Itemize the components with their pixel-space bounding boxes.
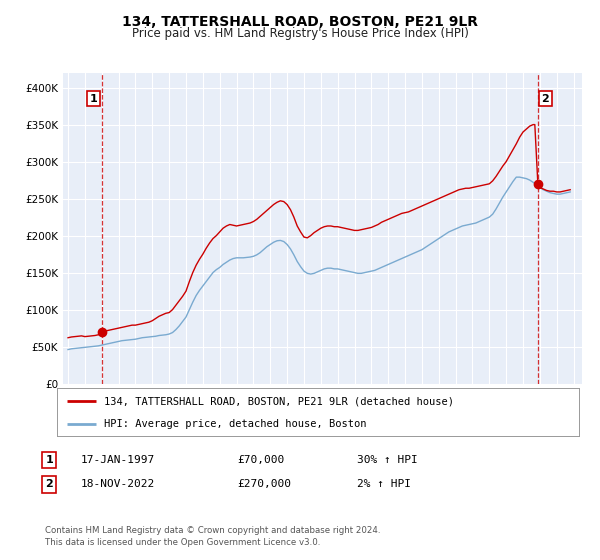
Text: Contains HM Land Registry data © Crown copyright and database right 2024.: Contains HM Land Registry data © Crown c… xyxy=(45,526,380,535)
Text: Price paid vs. HM Land Registry's House Price Index (HPI): Price paid vs. HM Land Registry's House … xyxy=(131,27,469,40)
Text: 134, TATTERSHALL ROAD, BOSTON, PE21 9LR: 134, TATTERSHALL ROAD, BOSTON, PE21 9LR xyxy=(122,15,478,29)
Text: 17-JAN-1997: 17-JAN-1997 xyxy=(81,455,155,465)
Text: HPI: Average price, detached house, Boston: HPI: Average price, detached house, Bost… xyxy=(104,419,367,430)
Text: 2: 2 xyxy=(46,479,53,489)
Text: 134, TATTERSHALL ROAD, BOSTON, PE21 9LR (detached house): 134, TATTERSHALL ROAD, BOSTON, PE21 9LR … xyxy=(104,396,454,407)
Text: This data is licensed under the Open Government Licence v3.0.: This data is licensed under the Open Gov… xyxy=(45,538,320,547)
Text: 30% ↑ HPI: 30% ↑ HPI xyxy=(357,455,418,465)
Text: 1: 1 xyxy=(46,455,53,465)
Text: 18-NOV-2022: 18-NOV-2022 xyxy=(81,479,155,489)
Text: 2: 2 xyxy=(542,94,550,104)
Text: 1: 1 xyxy=(89,94,97,104)
Text: £270,000: £270,000 xyxy=(237,479,291,489)
Text: 2% ↑ HPI: 2% ↑ HPI xyxy=(357,479,411,489)
Text: £70,000: £70,000 xyxy=(237,455,284,465)
